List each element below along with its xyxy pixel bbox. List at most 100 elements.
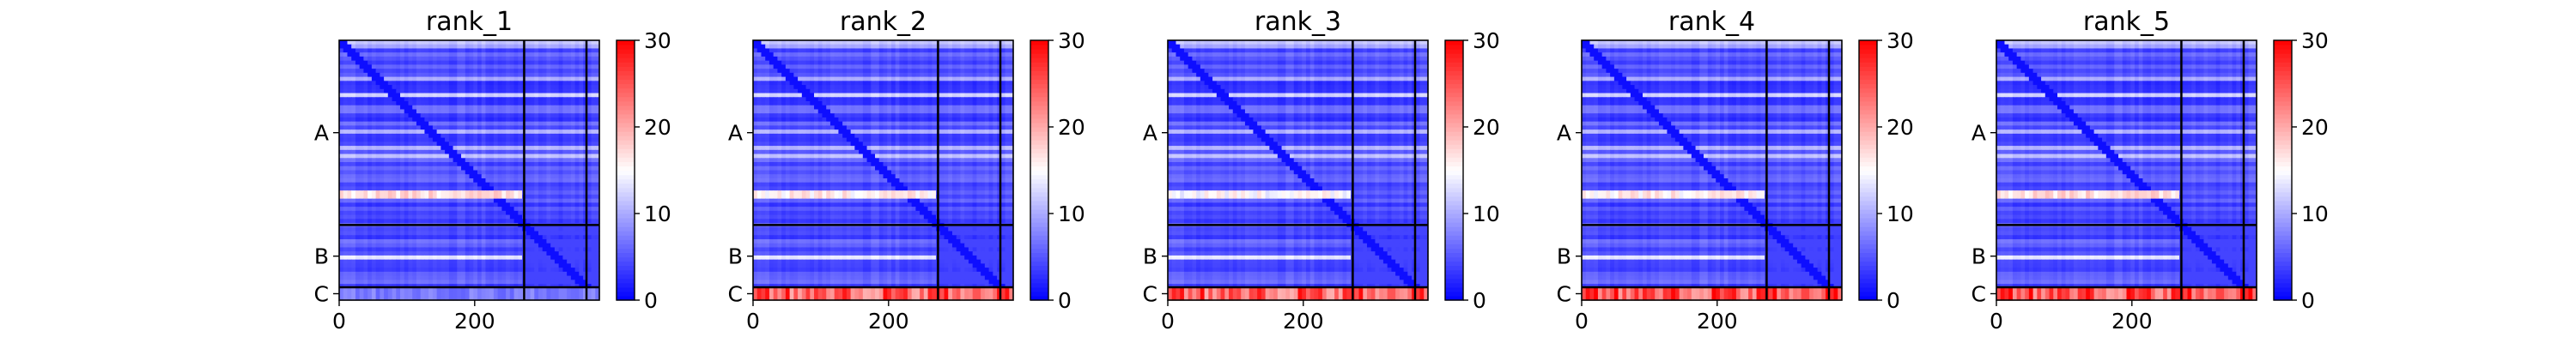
heatmap-cell [587,186,592,190]
heatmap-cell [477,280,482,284]
heatmap-cell [940,45,945,49]
heatmap-cell [477,134,482,138]
heatmap-cell [404,81,409,85]
heatmap-cell [575,113,580,117]
heatmap-cell [555,166,559,171]
heatmap-cell [835,64,839,69]
heatmap-cell [368,97,372,101]
heatmap-cell [449,122,453,126]
heatmap-cell [489,134,494,138]
heatmap-cell [477,260,482,264]
heatmap-cell [482,280,486,284]
heatmap-cell [896,81,900,85]
panel-title: rank_1 [426,7,513,37]
heatmap-cell [384,199,388,203]
heatmap-cell [400,61,404,65]
heatmap-cell [559,64,563,69]
heatmap-cell [940,57,945,61]
heatmap-cell [587,61,592,65]
heatmap-cell [473,45,477,49]
heatmap-cell [587,45,592,49]
heatmap-cell [485,105,489,110]
heatmap-cell [351,134,355,138]
heatmap-cell [579,195,583,199]
heatmap-cell [940,64,945,69]
heatmap-cell [396,117,400,122]
heatmap-cell [506,85,510,89]
heatmap-cell [555,105,559,110]
heatmap-cell [587,232,592,236]
heatmap-cell [424,239,428,244]
heatmap-cell [818,64,823,69]
heatmap-cell [449,171,453,175]
heatmap-cell [518,256,522,260]
heatmap-cell [957,45,961,49]
heatmap-cell [793,48,798,52]
heatmap-cell [1005,61,1010,65]
heatmap-cell [761,52,765,57]
heatmap-cell [343,61,348,65]
heatmap-cell [457,211,461,215]
heatmap-cell [485,195,489,199]
heatmap-cell [518,113,522,117]
heatmap-cell [449,101,453,105]
heatmap-cell [465,73,470,77]
heatmap-cell [477,183,482,187]
heatmap-cell [498,57,502,61]
heatmap-cell [506,171,510,175]
heatmap-cell [810,61,814,65]
heatmap-cell [433,101,437,105]
heatmap-cell [494,117,498,122]
heatmap-cell [470,117,474,122]
heatmap-cell [461,263,465,268]
heatmap-cell [424,141,428,146]
heatmap-cell [355,227,360,232]
heatmap-cell [985,81,989,85]
heatmap-cell [571,166,575,171]
heatmap-cell [400,141,404,146]
heatmap-cell [360,158,364,162]
heatmap-cell [433,97,437,101]
heatmap-cell [957,61,961,65]
colorbar-segment [617,49,635,54]
heatmap-cell [380,48,384,52]
heatmap-cell [489,89,494,93]
heatmap-cell [562,113,567,117]
heatmap-cell [494,166,498,171]
heatmap-cell [477,171,482,175]
heatmap-cell [355,61,360,65]
heatmap-cell [445,141,449,146]
heatmap-cell [347,280,351,284]
heatmap-cell [993,48,997,52]
heatmap-cell [498,69,502,73]
heatmap-cell [437,134,441,138]
heatmap-cell [396,52,400,57]
heatmap-cell [408,195,412,199]
heatmap-cell [526,190,531,195]
heatmap-cell [449,251,453,256]
heatmap-cell [501,73,506,77]
heatmap-cell [514,150,519,154]
heatmap-cell [506,239,510,244]
heatmap-cell [477,89,482,93]
heatmap-cell [380,77,384,81]
heatmap-cell [485,146,489,150]
heatmap-cell [440,73,445,77]
heatmap-cell [538,109,543,113]
heatmap-cell [404,199,409,203]
heatmap-cell [920,48,924,52]
heatmap-cell [384,219,388,223]
heatmap-cell [506,268,510,272]
heatmap-cell [392,117,397,122]
heatmap-cell [400,154,404,159]
heatmap-cell [550,52,555,57]
heatmap-cell [384,268,388,272]
heatmap-cell [498,73,502,77]
heatmap-cell [587,263,592,268]
heatmap-cell [428,263,433,268]
heatmap-cell [550,89,555,93]
heatmap-cell [437,150,441,154]
heatmap-cell [351,93,355,98]
heatmap-cell [562,186,567,190]
heatmap-cell [343,227,348,232]
